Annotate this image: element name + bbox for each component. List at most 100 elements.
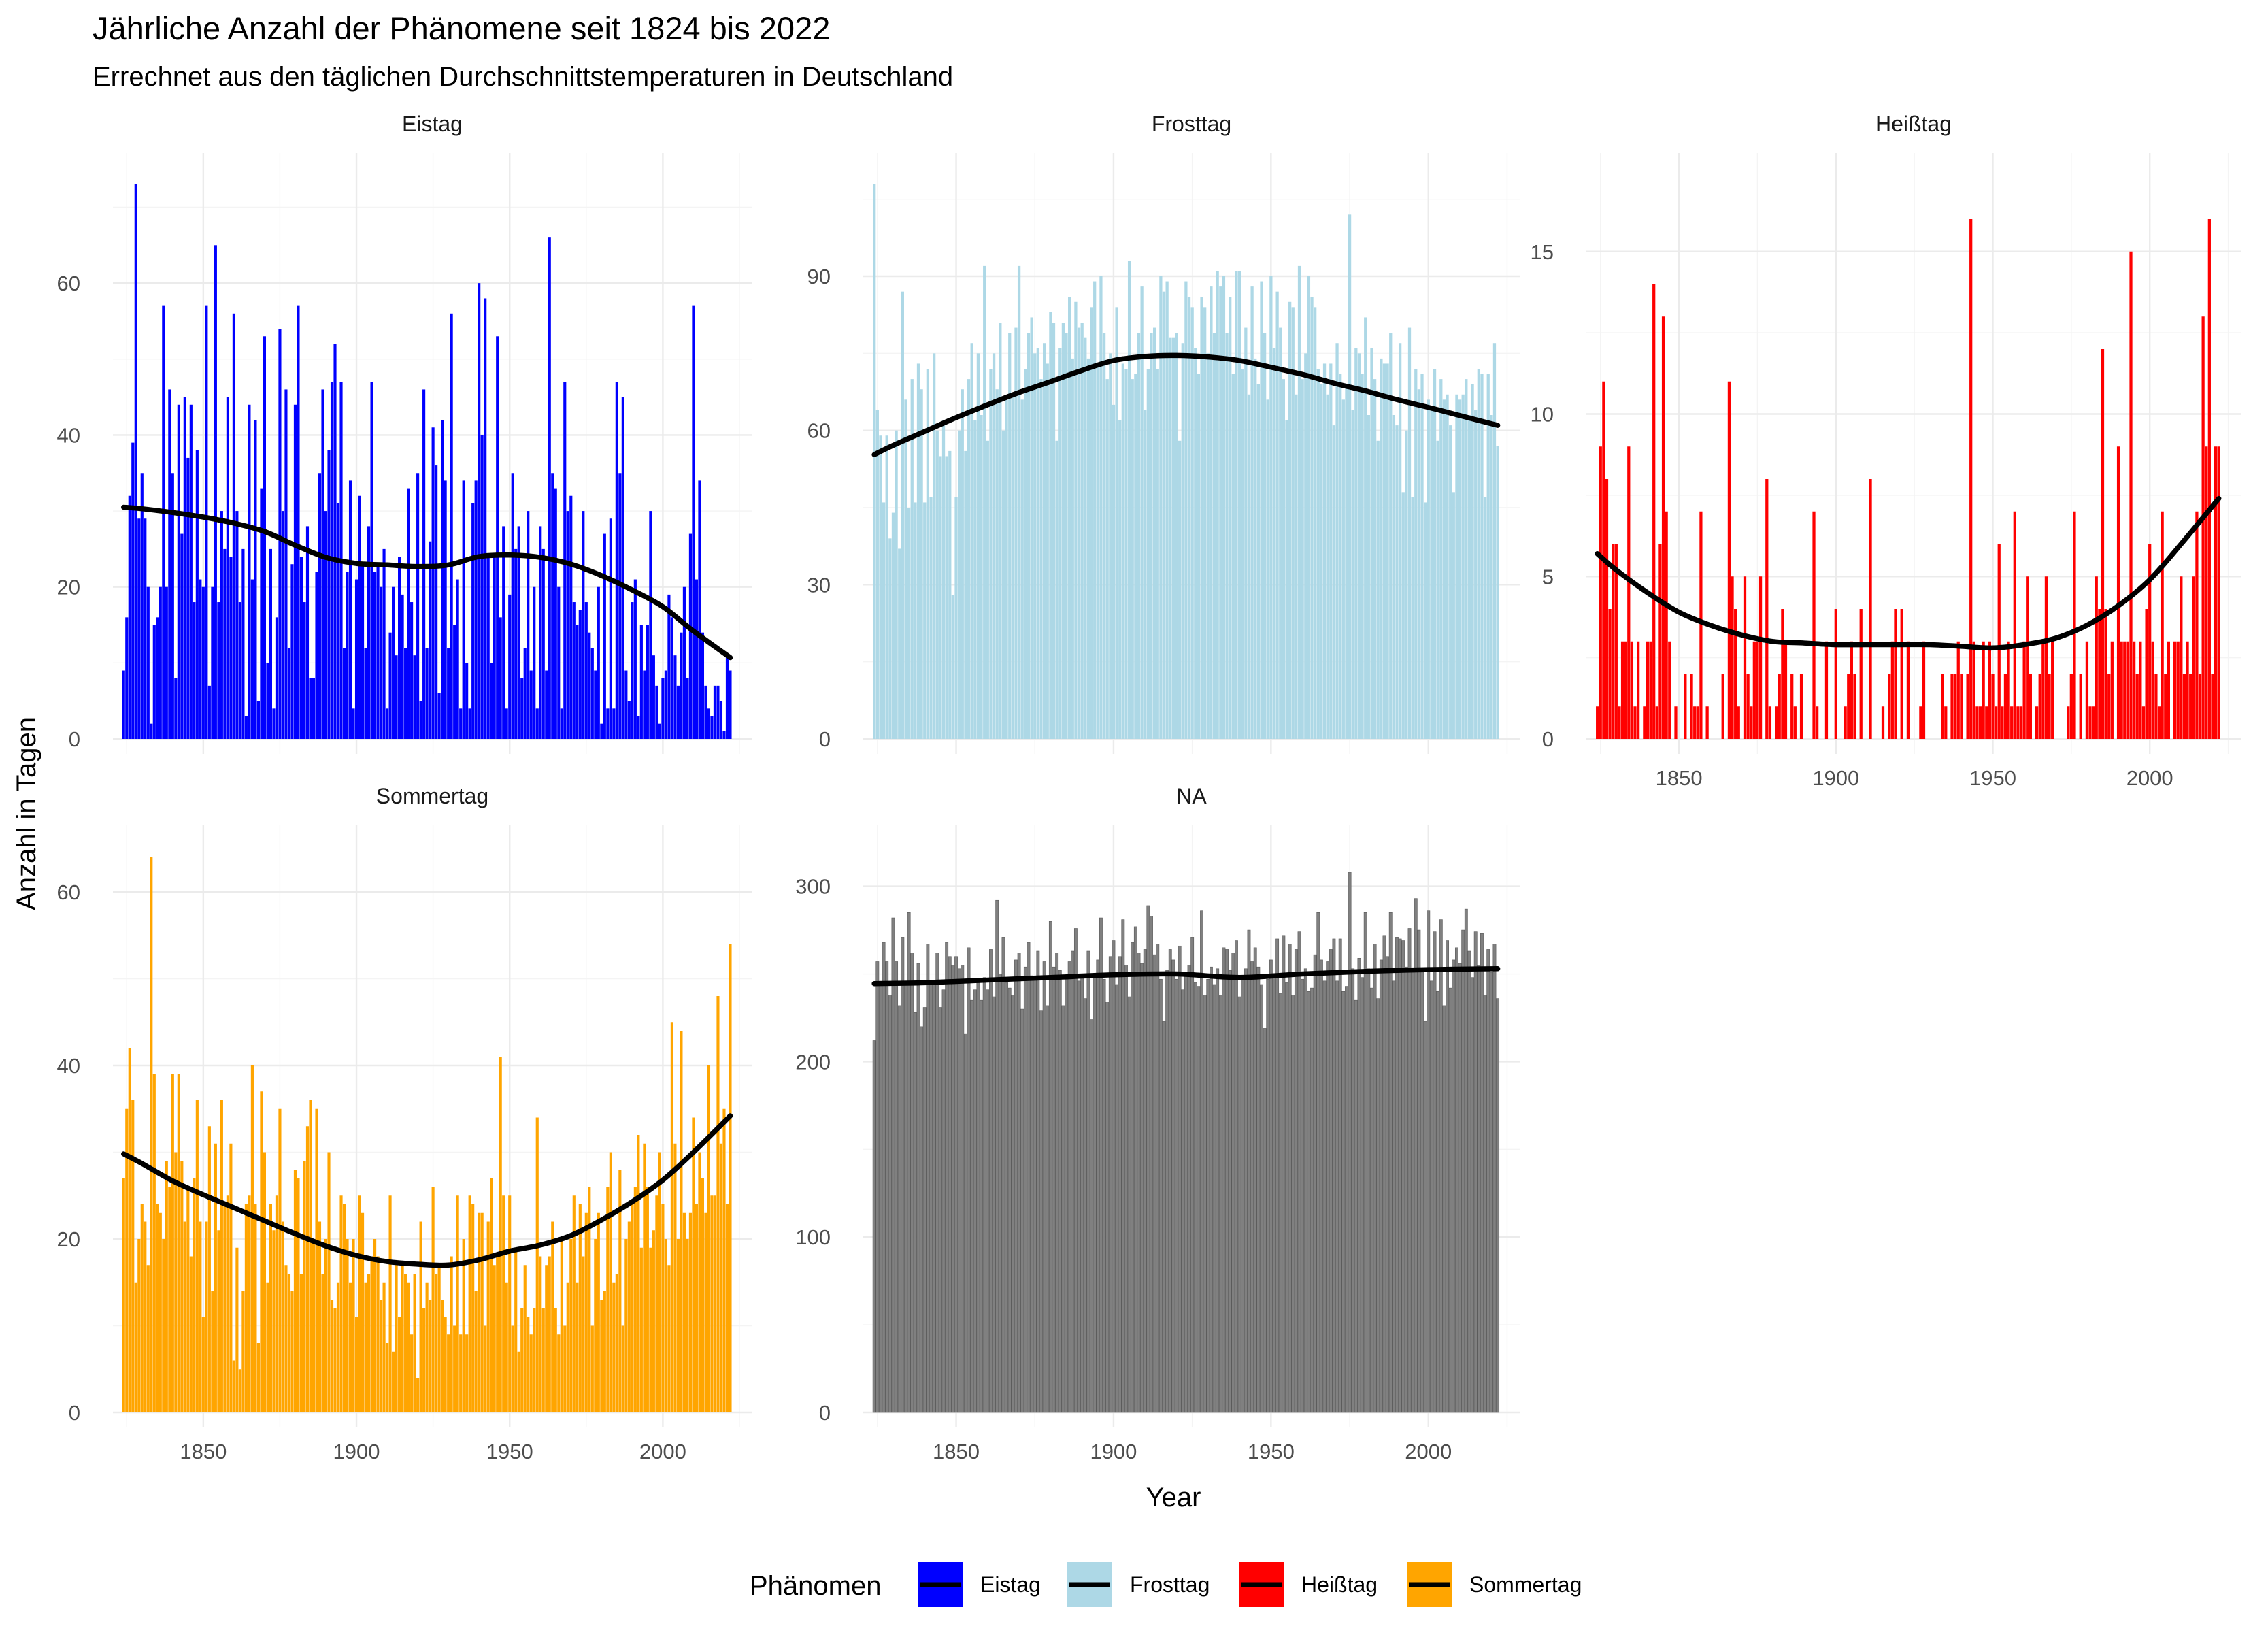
bar-heisstag-1869 [1737, 706, 1740, 739]
bar-frosttag-1974 [1345, 384, 1348, 739]
bar-heisstag-1844 [1658, 544, 1662, 739]
bar-frosttag-1865 [1001, 430, 1005, 739]
bar-na-1919 [1171, 959, 1175, 1413]
bar-frosttag-1863 [995, 389, 999, 739]
bar-na-1834 [904, 982, 907, 1413]
bar-frosttag-1898 [1105, 379, 1109, 739]
bar-eistag-1867 [254, 420, 257, 739]
bar-na-1944 [1250, 961, 1254, 1413]
bar-sommertag-1955 [523, 1265, 527, 1412]
bar-frosttag-1907 [1134, 374, 1137, 739]
bar-eistag-2002 [667, 594, 671, 739]
trend-line-heisstag [1595, 495, 2222, 651]
bar-eistag-1844 [183, 397, 186, 739]
bar-na-1962 [1307, 991, 1311, 1413]
bar-eistag-1949 [505, 708, 508, 739]
bar-eistag-1869 [260, 488, 263, 739]
bar-frosttag-2007 [1449, 425, 1452, 739]
bar-frosttag-1909 [1140, 286, 1144, 739]
bar-frosttag-1915 [1159, 276, 1163, 739]
bar-na-1921 [1178, 945, 1182, 1413]
bar-sommertag-1883 [303, 1161, 306, 1412]
bar-na-2020 [1489, 972, 1493, 1413]
bar-eistag-2015 [707, 708, 711, 739]
bar-eistag-1851 [205, 305, 208, 739]
bar-sommertag-1834 [152, 1074, 156, 1412]
bar-heisstag-1947 [1982, 641, 1985, 739]
bar-na-1924 [1187, 965, 1191, 1413]
bar-frosttag-1828 [885, 435, 888, 739]
bar-sommertag-1888 [318, 1221, 322, 1412]
bar-sommertag-1985 [615, 1274, 618, 1412]
bar-sommertag-1865 [248, 1195, 251, 1412]
bar-na-1841 [926, 944, 930, 1413]
bar-eistag-1962 [545, 670, 548, 739]
bar-eistag-1951 [511, 473, 514, 739]
bar-sommertag-1942 [484, 1325, 487, 1412]
bar-heisstag-1889 [1799, 674, 1803, 739]
bar-frosttag-1934 [1219, 286, 1222, 739]
bar-heisstag-1839 [1643, 706, 1646, 739]
bar-heisstag-1942 [1966, 674, 1969, 739]
bar-na-1845 [938, 1007, 942, 1413]
bar-sommertag-1854 [214, 1143, 217, 1412]
bar-eistag-1879 [290, 564, 294, 739]
facet-panel-heisstag: Heißtag 0 5 10 15 1850 1900 1950 2000 [1531, 112, 2241, 790]
bar-frosttag-1908 [1137, 333, 1141, 739]
bar-heisstag-1944 [1972, 641, 1975, 739]
bar-heisstag-1852 [1684, 674, 1687, 739]
bar-heisstag-1966 [2041, 641, 2045, 739]
bar-eistag-1974 [582, 511, 585, 739]
bar-na-2004 [1439, 919, 1443, 1413]
bar-sommertag-1864 [244, 1204, 248, 1412]
bar-sommertag-2004 [673, 1143, 677, 1412]
x-tick-label: 1950 [486, 1440, 533, 1464]
bar-eistag-1834 [152, 625, 156, 739]
bar-frosttag-1954 [1282, 379, 1286, 739]
bar-frosttag-1944 [1250, 286, 1254, 739]
bar-eistag-2017 [713, 685, 717, 739]
x-tick-label: 1900 [333, 1440, 380, 1464]
legend-label-heisstag: Heißtag [1301, 1572, 1378, 1597]
bar-sommertag-1948 [502, 1195, 505, 1412]
bar-frosttag-2015 [1474, 410, 1478, 739]
bar-eistag-1977 [590, 648, 594, 739]
bar-heisstag-2017 [2201, 316, 2205, 739]
bar-frosttag-1948 [1263, 333, 1267, 739]
bar-frosttag-1873 [1027, 333, 1031, 739]
bar-sommertag-1934 [459, 1334, 463, 1412]
bar-sommertag-1860 [232, 1360, 235, 1412]
x-tick-label: 1950 [1969, 766, 2016, 790]
trend-line-frosttag [871, 352, 1501, 457]
bar-sommertag-1949 [505, 1282, 508, 1412]
legend-item-frosttag: Frosttag [1067, 1562, 1210, 1607]
bar-na-1876 [1036, 950, 1040, 1413]
bar-frosttag-1882 [1055, 440, 1058, 739]
bar-heisstag-1834 [1627, 446, 1631, 739]
bar-eistag-1945 [493, 557, 496, 739]
bar-sommertag-1853 [211, 1291, 214, 1412]
bar-frosttag-1881 [1052, 323, 1056, 739]
bar-eistag-2010 [692, 305, 695, 739]
bar-na-1943 [1247, 929, 1251, 1413]
bar-frosttag-1970 [1332, 425, 1336, 739]
bar-sommertag-1851 [205, 1221, 208, 1412]
bar-sommertag-1836 [159, 1212, 162, 1412]
bar-heisstag-1992 [2123, 641, 2127, 739]
bar-heisstag-1988 [2110, 641, 2114, 739]
bar-eistag-1999 [658, 723, 661, 739]
bar-heisstag-1854 [1690, 674, 1693, 739]
bar-eistag-1910 [386, 708, 389, 739]
bar-sommertag-1866 [250, 1065, 254, 1412]
bar-sommertag-1843 [180, 1161, 184, 1412]
bar-sommertag-1842 [177, 1074, 180, 1412]
bar-sommertag-1945 [493, 1265, 496, 1412]
bar-sommertag-1912 [392, 1351, 395, 1412]
bar-frosttag-1861 [989, 369, 993, 739]
bar-heisstag-1915 [1881, 706, 1885, 739]
bar-na-2015 [1473, 931, 1478, 1413]
bar-na-1892 [1086, 950, 1090, 1413]
bar-frosttag-1953 [1279, 327, 1282, 739]
bar-na-1843 [932, 980, 936, 1413]
bar-frosttag-1843 [933, 353, 936, 739]
